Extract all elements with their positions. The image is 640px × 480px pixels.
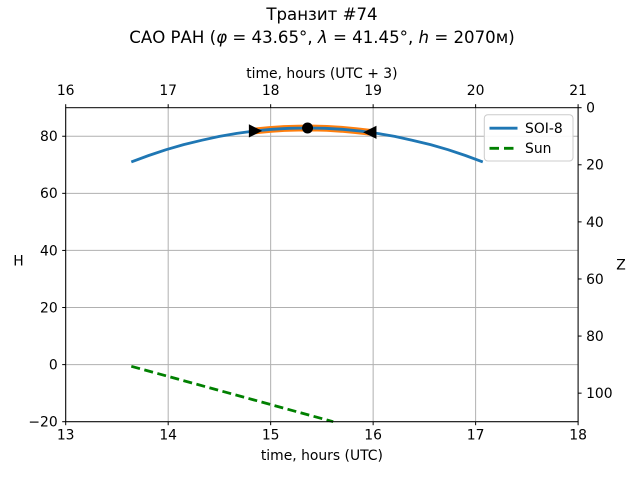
- x-top-tick-label: 16: [57, 83, 75, 99]
- x-bottom-tick-label: 18: [569, 428, 587, 444]
- y-axis-label-right: Z: [616, 258, 626, 274]
- axes-spines: [65, 107, 579, 423]
- y-right-tick-label: 100: [586, 386, 613, 402]
- subtitle-text: САО РАН (: [129, 28, 217, 47]
- transit-end-triangle-marker: [363, 125, 377, 139]
- x-axis-label-top: time, hours (UTC + 3): [246, 66, 397, 82]
- x-bottom-tick-label: 16: [364, 428, 382, 444]
- x-top-tick-label: 20: [467, 83, 485, 99]
- y-right-tick-label: 20: [586, 158, 604, 174]
- y-right-tick-label: 40: [586, 215, 604, 231]
- series: [130, 124, 484, 424]
- series-sun-line: [130, 364, 334, 424]
- y-axis-label-left: H: [13, 254, 23, 270]
- x-bottom-tick-label: 14: [159, 428, 177, 444]
- transit-markers: [248, 122, 377, 139]
- y-right-tick-label: 0: [586, 101, 595, 117]
- x-top-tick-label: 18: [262, 83, 280, 99]
- chart-title: Транзит #74: [266, 5, 378, 24]
- y-left-tick-label: 0: [49, 358, 58, 374]
- legend-label: Sun: [525, 141, 551, 157]
- y-right-tick-label: 60: [586, 272, 604, 288]
- y-right-tick-label: 80: [586, 329, 604, 345]
- subtitle-text: = 43.65°,: [227, 28, 318, 47]
- y-left-tick-label: −20: [28, 415, 57, 431]
- subtitle-math-symbol: λ: [317, 28, 328, 47]
- y-left-tick-label: 60: [40, 186, 58, 202]
- transit-start-triangle-marker: [248, 124, 263, 138]
- legend-label: SOI-8: [525, 121, 563, 137]
- axis-ticks: [62, 104, 582, 426]
- subtitle-math-symbol: φ: [216, 28, 228, 47]
- legend: SOI-8 Sun: [483, 114, 574, 162]
- y-left-tick-label: 20: [40, 300, 58, 316]
- x-bottom-tick-label: 15: [262, 428, 280, 444]
- subtitle-math-symbol: h: [418, 28, 430, 47]
- x-top-tick-label: 21: [569, 83, 587, 99]
- x-axis-label-bottom: time, hours (UTC): [261, 448, 383, 464]
- chart-subtitle: САО РАН (φ = 43.65°, λ = 41.45°, h = 207…: [66, 28, 578, 48]
- y-left-tick-label: 80: [40, 129, 58, 145]
- culmination-dot-marker: [302, 122, 314, 134]
- subtitle-text: = 41.45°,: [327, 28, 419, 47]
- x-top-tick-label: 17: [159, 83, 177, 99]
- x-bottom-tick-label: 13: [57, 428, 75, 444]
- x-bottom-tick-label: 17: [467, 428, 485, 444]
- x-top-tick-label: 19: [364, 83, 382, 99]
- tick-labels: 13 14 15 16 17 18 16 17 18 19 20 21 80 60 40 20 0 −20 0 20 4…: [28, 83, 612, 444]
- y-left-tick-label: 40: [40, 243, 58, 259]
- subtitle-text: = 2070м): [429, 28, 515, 47]
